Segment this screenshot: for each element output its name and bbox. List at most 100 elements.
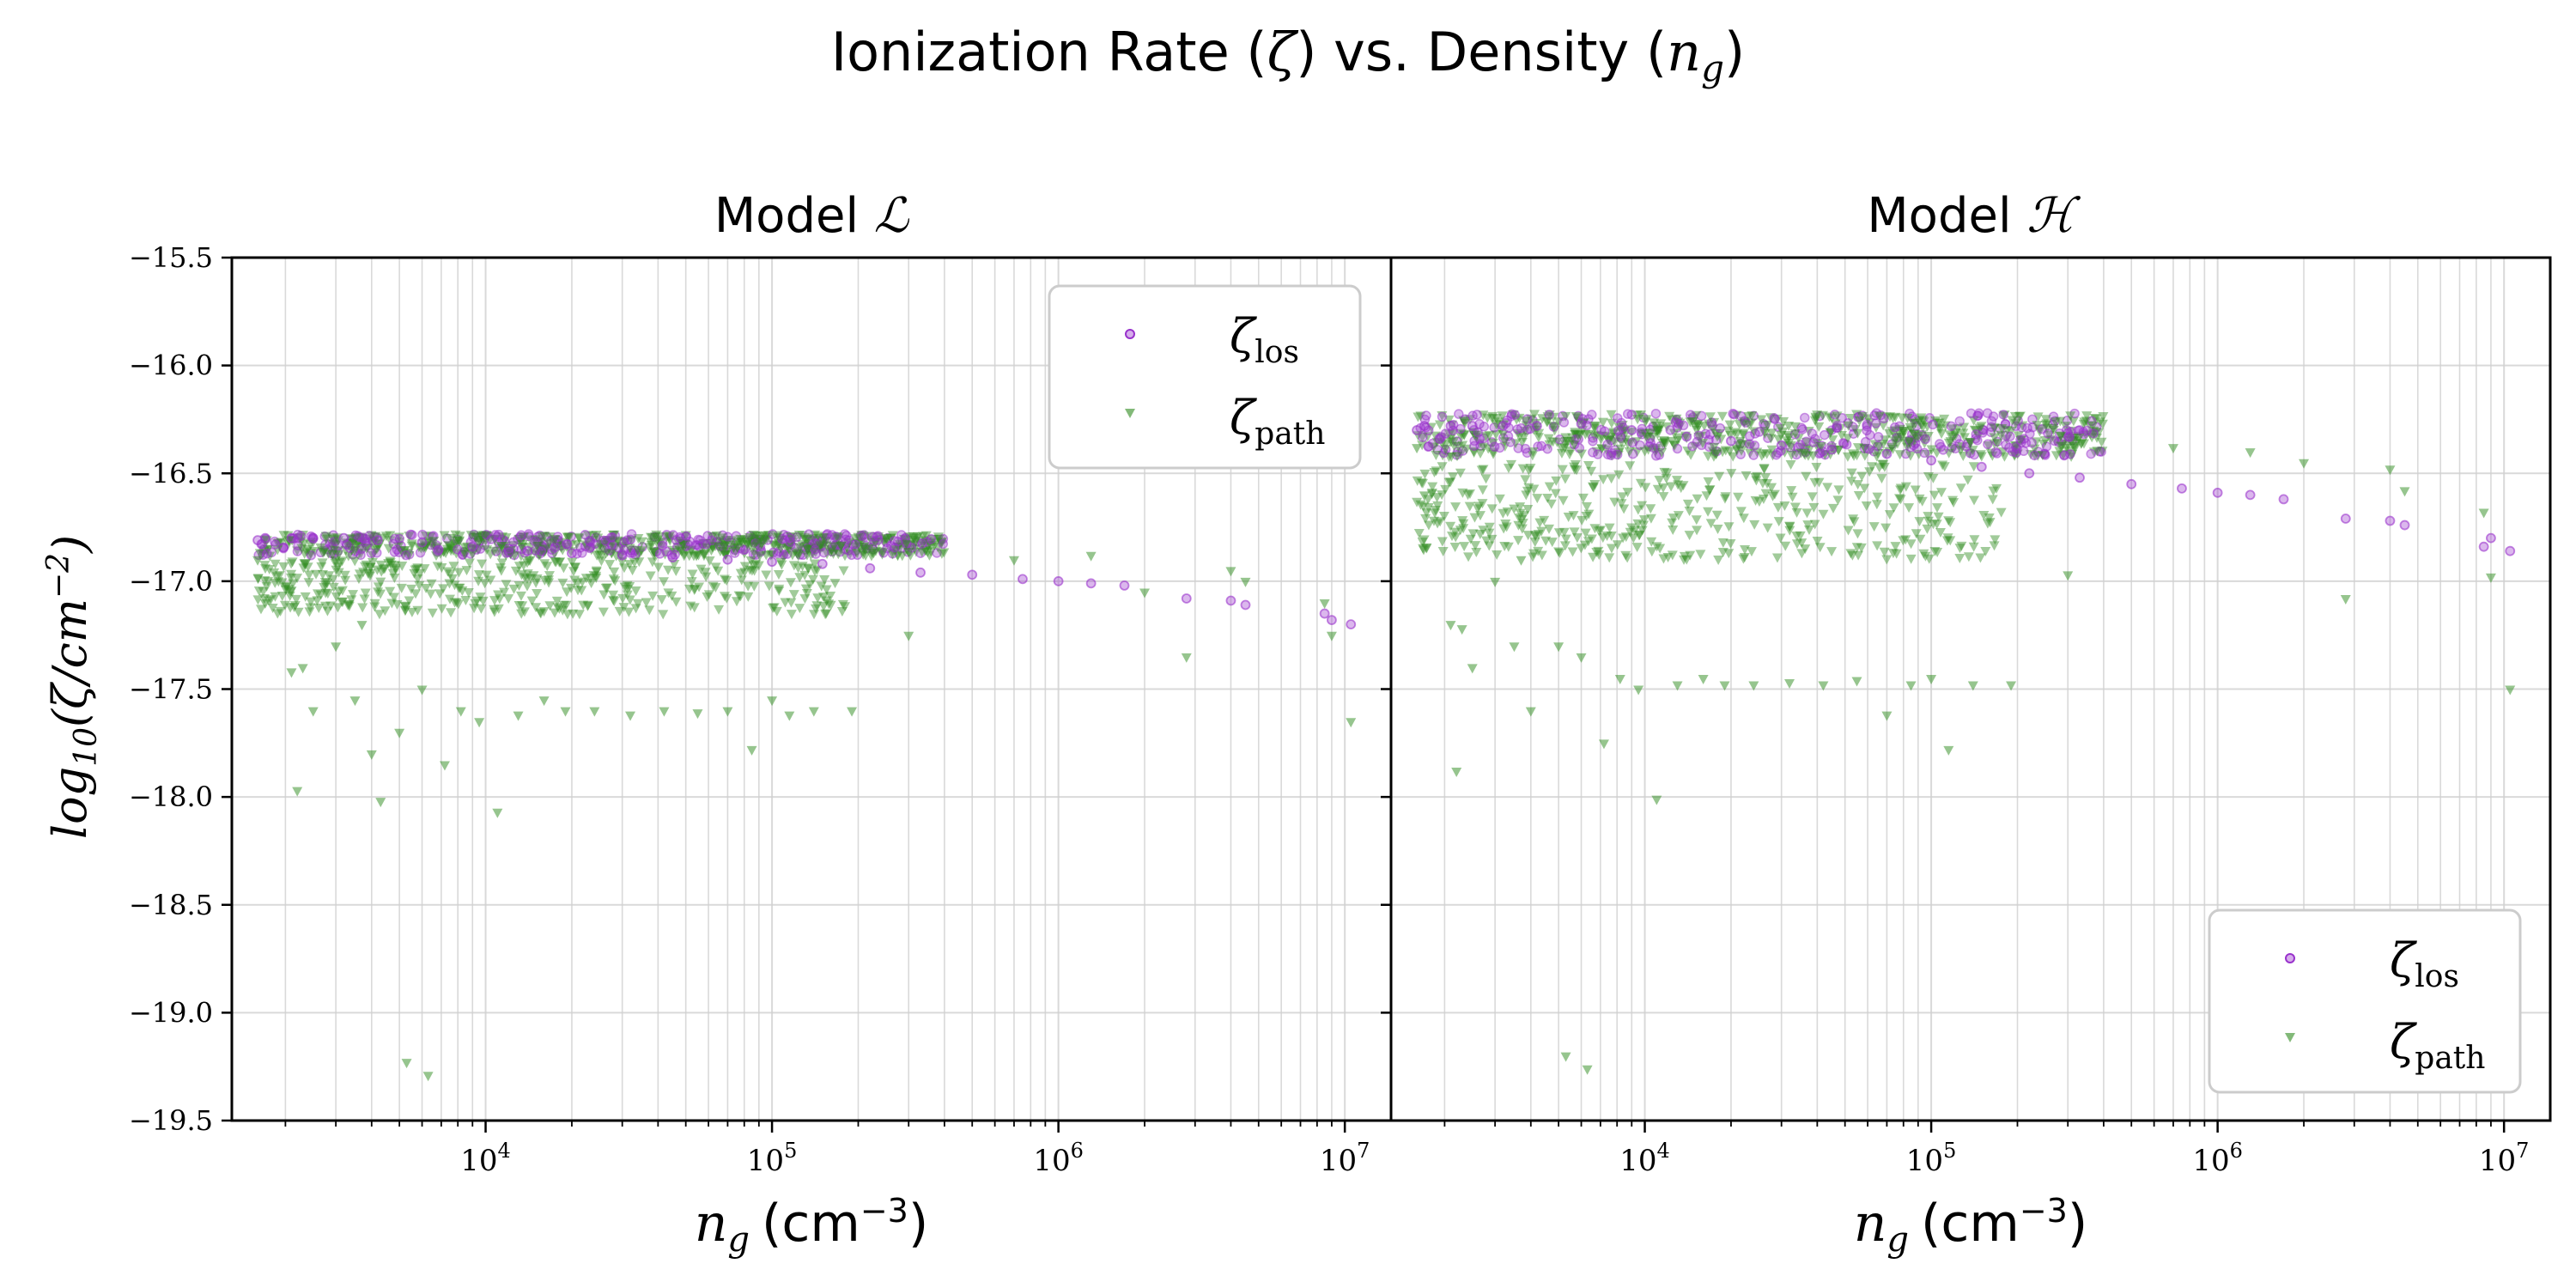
y-axis-label: log10(ζ/cm−2) — [41, 535, 104, 839]
band-path-point — [1807, 492, 1818, 502]
band-path-point — [646, 540, 657, 550]
band-path-point — [835, 541, 847, 551]
band-path-point — [1447, 428, 1458, 439]
band-path-point — [1548, 412, 1559, 422]
band-path-point — [1989, 541, 2000, 551]
band-path-point — [809, 610, 820, 620]
band-path-point — [281, 582, 292, 592]
band-path-point — [276, 538, 287, 548]
band-los-point — [1654, 450, 1665, 460]
band-path-point — [1503, 464, 1514, 474]
band-path-point — [317, 569, 328, 580]
band-path-point — [1800, 450, 1811, 460]
band-path-point — [1852, 529, 1863, 539]
band-los-point — [1771, 449, 1782, 460]
band-path-point — [582, 531, 593, 541]
band-los-point — [2019, 446, 2029, 457]
x-axis-unit-open: (cm — [762, 1194, 860, 1254]
band-path-point — [634, 557, 645, 568]
band-path-point — [1631, 410, 1643, 421]
band-path-point — [535, 609, 546, 619]
band-path-point — [1856, 471, 1868, 482]
path-point — [2340, 594, 2351, 605]
band-los-point — [417, 529, 428, 540]
los-point — [1531, 421, 1542, 431]
band-path-point — [380, 606, 391, 617]
band-los-point — [491, 546, 501, 556]
band-los-point — [882, 543, 892, 554]
band-path-point — [1943, 438, 1954, 448]
band-path-point — [870, 546, 881, 556]
los-point — [1445, 421, 1456, 431]
band-path-point — [343, 599, 355, 610]
band-path-point — [478, 531, 489, 541]
band-path-point — [728, 543, 739, 553]
band-path-point — [761, 570, 772, 580]
band-path-point — [499, 587, 510, 598]
band-path-point — [922, 547, 933, 557]
panel-model-h-bands — [1412, 408, 2109, 565]
band-los-point — [1763, 433, 1773, 443]
band-path-point — [457, 586, 468, 596]
band-path-point — [481, 570, 492, 580]
band-path-point — [1968, 542, 1979, 552]
band-path-point — [860, 550, 872, 561]
band-path-point — [450, 539, 461, 550]
band-path-point — [360, 562, 371, 572]
band-path-point — [704, 556, 715, 567]
band-path-point — [286, 586, 297, 597]
band-path-point — [683, 584, 695, 594]
band-los-point — [1951, 434, 1962, 444]
band-path-point — [442, 567, 453, 577]
band-path-point — [496, 558, 507, 568]
band-path-point — [802, 544, 813, 555]
band-path-point — [1822, 483, 1833, 493]
band-path-point — [270, 578, 281, 588]
path-point — [1451, 767, 1462, 777]
band-path-point — [371, 544, 382, 555]
band-path-point — [1775, 423, 1786, 434]
band-los-point — [1489, 441, 1500, 453]
legend-path-sub: path — [2415, 1041, 2485, 1076]
band-path-point — [736, 575, 747, 586]
band-path-point — [732, 543, 743, 553]
band-los-point — [262, 548, 272, 559]
band-path-point — [905, 550, 916, 561]
band-los-point — [2026, 437, 2037, 448]
band-path-point — [482, 545, 493, 556]
band-path-point — [771, 606, 782, 617]
band-path-point — [275, 606, 286, 617]
band-path-point — [1968, 416, 1979, 426]
band-path-point — [558, 563, 569, 574]
band-path-point — [315, 590, 326, 600]
band-path-point — [552, 603, 563, 613]
band-path-point — [2098, 412, 2109, 422]
band-path-point — [390, 563, 401, 574]
band-path-point — [786, 598, 797, 608]
legend-path-zeta: ζ — [1230, 391, 1257, 445]
band-path-point — [829, 542, 840, 552]
path-point — [1698, 674, 1709, 684]
panel-model-l-ticks — [222, 256, 1346, 1133]
band-path-point — [743, 581, 754, 592]
band-path-point — [2032, 412, 2044, 422]
band-path-point — [878, 538, 890, 548]
band-path-point — [1459, 542, 1470, 552]
band-los-point — [1892, 433, 1902, 443]
band-path-point — [343, 600, 354, 611]
band-path-point — [656, 595, 667, 605]
band-los-point — [1704, 441, 1715, 453]
band-los-point — [536, 546, 547, 556]
band-path-point — [1658, 492, 1669, 502]
band-path-point — [1803, 526, 1814, 536]
band-path-point — [410, 565, 421, 575]
band-path-point — [285, 587, 296, 598]
band-path-point — [624, 544, 635, 554]
band-path-point — [2096, 437, 2107, 447]
band-path-point — [1996, 430, 2007, 440]
band-path-point — [610, 576, 621, 586]
band-path-point — [645, 532, 656, 543]
band-path-point — [833, 550, 844, 560]
band-los-point — [1879, 413, 1889, 424]
band-path-point — [366, 531, 377, 541]
